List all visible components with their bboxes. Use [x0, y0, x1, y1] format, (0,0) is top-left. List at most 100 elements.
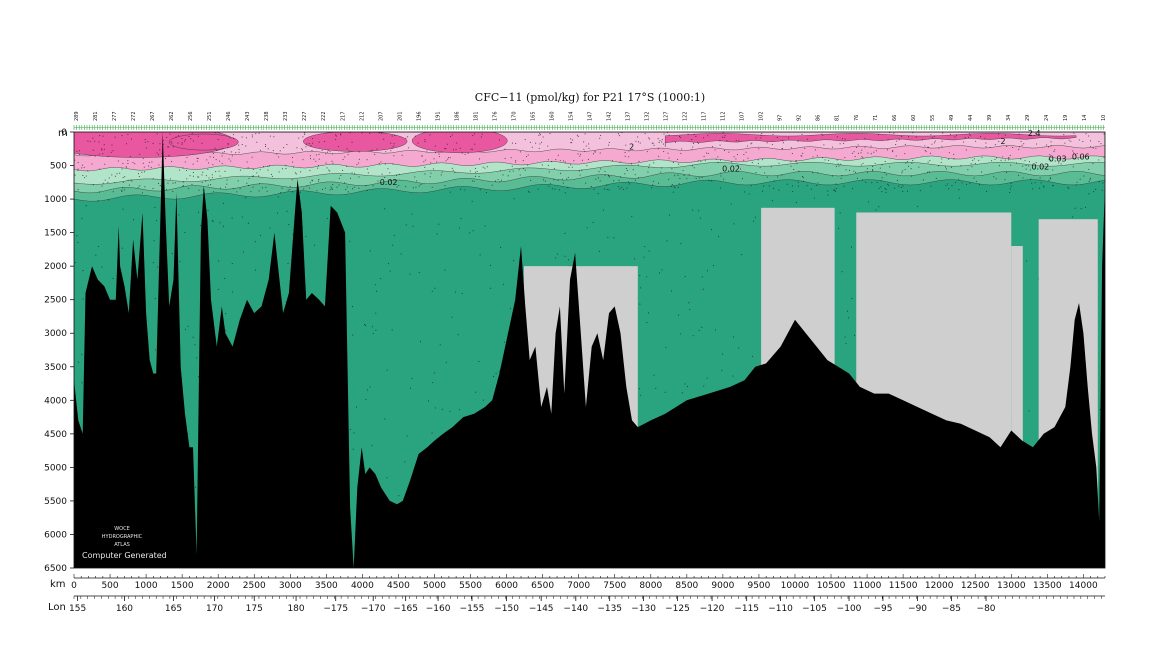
sample-dot: [653, 162, 655, 164]
sample-dot: [469, 170, 471, 172]
sample-dot: [693, 133, 695, 135]
sample-dot: [741, 178, 743, 180]
sample-dot: [119, 172, 121, 174]
km-tick-label: 6500: [531, 581, 554, 591]
sample-dot: [887, 184, 889, 186]
sample-dot: [317, 167, 319, 169]
sample-dot: [318, 180, 320, 182]
sample-dot: [226, 183, 228, 185]
sample-dot: [1022, 165, 1024, 167]
sample-dot: [795, 161, 797, 163]
sample-dot: [544, 180, 546, 182]
sample-dot: [527, 154, 529, 156]
sample-dot: [89, 141, 91, 143]
sample-dot: [396, 186, 398, 188]
sample-dot: [99, 135, 101, 137]
sample-dot: [426, 150, 428, 152]
sample-dot: [758, 148, 760, 150]
sample-dot: [579, 155, 581, 157]
sample-dot: [646, 151, 648, 153]
sample-dot: [954, 181, 956, 183]
sample-dot: [860, 164, 862, 166]
sample-dot: [191, 132, 193, 134]
station-number: 272: [131, 111, 137, 121]
sample-dot: [92, 137, 94, 139]
sample-dot: [458, 227, 460, 229]
sample-dot: [97, 245, 99, 247]
sample-dot: [246, 182, 248, 184]
sample-dot: [828, 159, 830, 161]
sample-dot: [644, 133, 646, 135]
sample-dot: [549, 133, 551, 135]
km-tick-label: 1500: [171, 581, 194, 591]
sample-dot: [684, 383, 686, 385]
depth-tick-label: 0: [61, 128, 67, 138]
sample-dot: [1073, 152, 1075, 154]
sample-dot: [211, 220, 213, 222]
station-number: 181: [473, 111, 479, 121]
contour-label: 0.02: [380, 178, 398, 187]
sample-dot: [497, 179, 499, 181]
sample-dot: [947, 183, 949, 185]
sample-dot: [637, 177, 639, 179]
sample-dot: [800, 155, 802, 157]
sample-dot: [184, 328, 186, 330]
sample-dot: [822, 157, 824, 159]
sample-dot: [340, 174, 342, 176]
sample-dot: [110, 151, 112, 153]
sample-dot: [475, 391, 477, 393]
sample-dot: [624, 155, 626, 157]
sample-dot: [168, 146, 170, 148]
sample-dot: [737, 154, 739, 156]
sample-dot: [278, 156, 280, 158]
sample-dot: [237, 180, 239, 182]
sample-dot: [104, 179, 106, 181]
sample-dot: [1058, 162, 1060, 164]
sample-dot: [226, 179, 228, 181]
sample-dot: [551, 161, 553, 163]
sample-dot: [795, 160, 797, 162]
sample-dot: [873, 151, 875, 153]
km-tick-label: 1000: [135, 581, 158, 591]
sample-dot: [254, 241, 256, 243]
sample-dot: [1018, 148, 1020, 150]
sample-dot: [958, 189, 960, 191]
sample-dot: [352, 306, 354, 308]
sample-dot: [723, 178, 725, 180]
sample-dot: [963, 141, 965, 143]
sample-dot: [77, 189, 79, 191]
sample-dot: [573, 160, 575, 162]
sample-dot: [74, 262, 76, 264]
sample-dot: [618, 179, 620, 181]
sample-dot: [337, 146, 339, 148]
sample-dot: [338, 184, 340, 186]
sample-dot: [476, 171, 478, 173]
sample-dot: [484, 225, 486, 227]
sample-dot: [541, 164, 543, 166]
sample-dot: [559, 172, 561, 174]
sample-dot: [418, 271, 420, 273]
sample-dot: [215, 171, 217, 173]
sample-dot: [247, 222, 249, 224]
sample-dot: [781, 174, 783, 176]
sample-dot: [375, 284, 377, 286]
sample-dot: [968, 133, 970, 135]
sample-dot: [1064, 142, 1066, 144]
sample-dot: [621, 132, 623, 134]
sample-dot: [202, 171, 204, 173]
sample-dot: [493, 375, 495, 377]
lon-tick-label: −170: [361, 604, 386, 614]
sample-dot: [606, 184, 608, 186]
sample-dot: [277, 212, 279, 214]
sample-dot: [371, 445, 373, 447]
sample-dot: [950, 133, 952, 135]
sample-dot: [958, 178, 960, 180]
sample-dot: [107, 199, 109, 201]
sample-dot: [1001, 137, 1003, 139]
sample-dot: [438, 153, 440, 155]
sample-dot: [143, 166, 145, 168]
sample-dot: [293, 166, 295, 168]
sample-dot: [192, 172, 194, 174]
sample-dot: [634, 258, 636, 260]
sample-dot: [198, 189, 200, 191]
